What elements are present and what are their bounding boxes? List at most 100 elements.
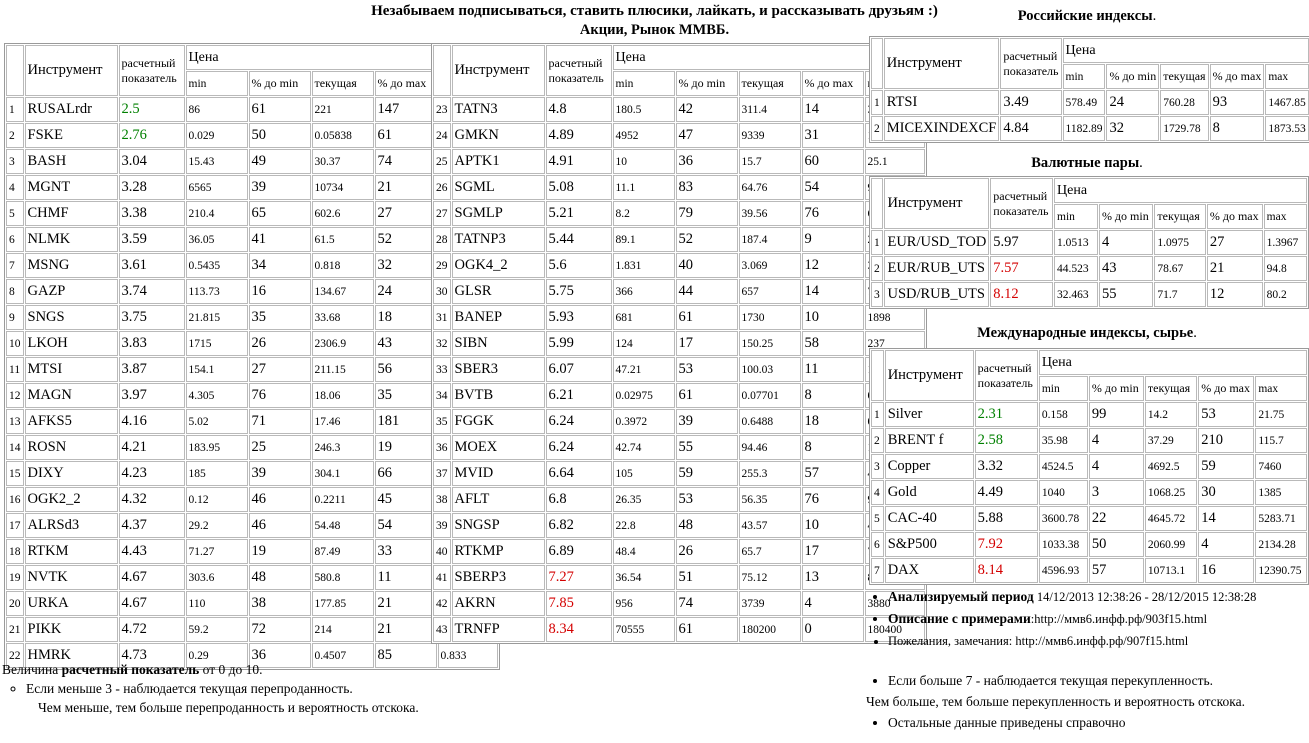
price-current: 10713.1	[1144, 558, 1198, 583]
row-index: 39	[433, 513, 451, 538]
price-min: 113.73	[185, 279, 248, 304]
price-current: 10734	[311, 175, 374, 200]
col-instrument: Инструмент	[884, 178, 990, 229]
indicator-value: 8.34	[545, 617, 612, 642]
row-index: 3	[871, 454, 884, 479]
instrument-name: EUR/RUB_UTS	[884, 256, 990, 281]
pct-to-min: 79	[675, 201, 738, 226]
price-min: 89.1	[612, 227, 675, 252]
table-row: 5 CAC-40 5.88 3600.78 22 4645.72 14 5283.71	[871, 506, 1307, 531]
note-description-link[interactable]: Описание с примерами:http://ммв6.инфф.рф…	[888, 608, 1309, 630]
price-max: 1.3967	[1263, 230, 1307, 255]
price-current: 100.03	[738, 357, 801, 382]
row-index: 18	[6, 539, 24, 564]
pct-to-max: 76	[801, 487, 864, 512]
price-current: 3739	[738, 591, 801, 616]
row-index: 36	[433, 435, 451, 460]
price-min: 1.0513	[1054, 230, 1098, 255]
price-min: 1182.89	[1062, 116, 1106, 141]
col-pct-to-max: % до max	[374, 71, 437, 96]
pct-to-max: 0	[801, 617, 864, 642]
price-max: 0.833	[437, 643, 498, 668]
price-current: 2060.99	[1144, 532, 1198, 557]
pct-to-min: 61	[675, 305, 738, 330]
pct-to-min: 16	[248, 279, 311, 304]
col-price-group: Цена	[1038, 350, 1307, 375]
price-max: 80.2	[1263, 282, 1307, 307]
pct-to-max: 9	[801, 227, 864, 252]
instrument-name: CHMF	[24, 201, 118, 226]
pct-to-max: 57	[801, 461, 864, 486]
row-index: 42	[433, 591, 451, 616]
instrument-name: PIKK	[24, 617, 118, 642]
notes-left-continuation: Чем меньше, тем больше перепроданность и…	[38, 700, 419, 715]
price-min: 180.5	[612, 97, 675, 122]
instrument-name: Silver	[884, 402, 974, 427]
pct-to-min: 47	[675, 123, 738, 148]
pct-to-min: 61	[675, 617, 738, 642]
indicator-value: 6.64	[545, 461, 612, 486]
pct-to-max: 147	[374, 97, 437, 122]
pct-to-max: 56	[374, 357, 437, 382]
instrument-name: BRENT f	[884, 428, 974, 453]
price-min: 1033.38	[1038, 532, 1088, 557]
pct-to-max: 76	[801, 201, 864, 226]
price-current: 1730	[738, 305, 801, 330]
price-min: 10	[612, 149, 675, 174]
price-min: 32.463	[1054, 282, 1098, 307]
row-index: 2	[871, 256, 884, 281]
price-min: 0.12	[185, 487, 248, 512]
price-max: 7460	[1255, 454, 1307, 479]
row-index: 16	[6, 487, 24, 512]
pct-to-min: 19	[248, 539, 311, 564]
price-min: 35.98	[1038, 428, 1088, 453]
indicator-value: 5.88	[974, 506, 1038, 531]
instrument-name: SIBN	[451, 331, 545, 356]
price-current: 61.5	[311, 227, 374, 252]
pct-to-max: 210	[1198, 428, 1255, 453]
indicator-value: 3.04	[118, 149, 185, 174]
indicator-value: 4.16	[118, 409, 185, 434]
instrument-name: MVID	[451, 461, 545, 486]
pct-to-min: 65	[248, 201, 311, 226]
price-current: 150.25	[738, 331, 801, 356]
row-index: 25	[433, 149, 451, 174]
row-index: 37	[433, 461, 451, 486]
row-index: 7	[6, 253, 24, 278]
indicator-value: 5.21	[545, 201, 612, 226]
row-index: 2	[6, 123, 24, 148]
instrument-name: MTSI	[24, 357, 118, 382]
pct-to-min: 43	[1098, 256, 1154, 281]
price-min: 22.8	[612, 513, 675, 538]
indicator-value: 5.75	[545, 279, 612, 304]
instrument-name: ALRSd3	[24, 513, 118, 538]
pct-to-min: 26	[675, 539, 738, 564]
row-index: 17	[6, 513, 24, 538]
instrument-name: APTK1	[451, 149, 545, 174]
price-min: 21.815	[185, 305, 248, 330]
table-row: 2 EUR/RUB_UTS 7.57 44.523 43 78.67 21 94.8	[871, 256, 1307, 281]
note-feedback-link[interactable]: Пожелания, замечания: http://ммв6.инфф.р…	[888, 630, 1309, 652]
price-min: 578.49	[1062, 90, 1106, 115]
pct-to-min: 72	[248, 617, 311, 642]
price-min: 303.6	[185, 565, 248, 590]
price-current: 214	[311, 617, 374, 642]
note-description-url[interactable]: :http://ммв6.инфф.рф/903f15.html	[1030, 612, 1208, 626]
price-min: 86	[185, 97, 248, 122]
col-max: max	[1263, 204, 1307, 229]
price-min: 36.05	[185, 227, 248, 252]
instrument-name: FSKE	[24, 123, 118, 148]
col-indicator: расчетный показатель	[974, 350, 1038, 401]
price-current: 87.49	[311, 539, 374, 564]
price-current: 304.1	[311, 461, 374, 486]
pct-to-min: 36	[675, 149, 738, 174]
price-current: 15.7	[738, 149, 801, 174]
pct-to-min: 32	[1106, 116, 1160, 141]
